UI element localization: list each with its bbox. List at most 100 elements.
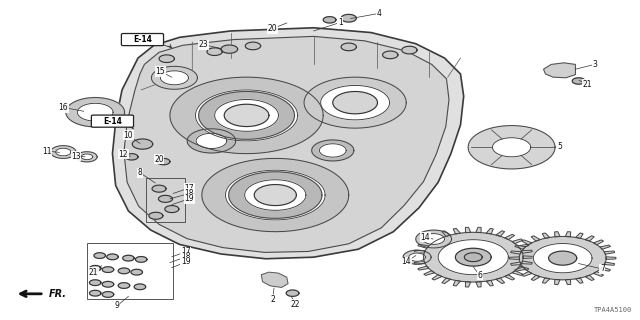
- Polygon shape: [414, 250, 425, 253]
- Polygon shape: [432, 234, 442, 240]
- Polygon shape: [225, 170, 325, 220]
- Polygon shape: [134, 284, 146, 290]
- Polygon shape: [575, 278, 583, 283]
- Text: 9: 9: [115, 301, 119, 310]
- Polygon shape: [90, 266, 101, 271]
- Polygon shape: [77, 103, 113, 121]
- Polygon shape: [341, 43, 356, 51]
- Polygon shape: [519, 236, 606, 280]
- Polygon shape: [261, 272, 288, 287]
- Polygon shape: [522, 240, 532, 245]
- Polygon shape: [600, 267, 611, 271]
- Text: 19: 19: [181, 258, 191, 267]
- Polygon shape: [102, 292, 114, 297]
- Polygon shape: [409, 253, 426, 261]
- Polygon shape: [486, 228, 493, 234]
- Polygon shape: [170, 77, 323, 154]
- Polygon shape: [341, 14, 356, 22]
- Polygon shape: [304, 77, 406, 128]
- Polygon shape: [572, 78, 585, 84]
- Polygon shape: [90, 290, 101, 296]
- Polygon shape: [159, 55, 174, 62]
- Polygon shape: [476, 227, 481, 233]
- Text: 11: 11: [42, 147, 51, 156]
- Text: 19: 19: [184, 194, 194, 204]
- Polygon shape: [512, 239, 523, 244]
- Polygon shape: [159, 196, 173, 202]
- Polygon shape: [518, 266, 529, 270]
- Polygon shape: [515, 267, 525, 271]
- Polygon shape: [152, 66, 197, 89]
- Text: 14: 14: [401, 258, 411, 267]
- Polygon shape: [600, 245, 611, 249]
- Text: 21: 21: [88, 268, 98, 277]
- Polygon shape: [565, 279, 571, 284]
- Polygon shape: [187, 129, 236, 153]
- Text: 17: 17: [184, 184, 194, 193]
- Polygon shape: [56, 148, 71, 156]
- Polygon shape: [496, 231, 505, 236]
- Polygon shape: [403, 250, 431, 264]
- Text: 20: 20: [268, 24, 277, 33]
- Text: TPA4A5100: TPA4A5100: [593, 307, 632, 313]
- Polygon shape: [66, 98, 125, 127]
- Polygon shape: [531, 275, 540, 280]
- Text: 1: 1: [338, 18, 343, 27]
- Polygon shape: [149, 212, 163, 219]
- Polygon shape: [196, 133, 227, 148]
- Polygon shape: [453, 280, 460, 286]
- Text: 21: 21: [582, 80, 592, 89]
- Polygon shape: [107, 254, 118, 260]
- Text: 15: 15: [156, 67, 165, 76]
- Polygon shape: [424, 239, 435, 244]
- Polygon shape: [214, 100, 278, 131]
- Polygon shape: [113, 28, 464, 259]
- Polygon shape: [593, 271, 604, 276]
- Text: 14: 14: [420, 233, 430, 242]
- Polygon shape: [254, 185, 296, 205]
- Polygon shape: [509, 257, 519, 260]
- Polygon shape: [94, 253, 106, 259]
- Polygon shape: [90, 280, 101, 285]
- Text: 10: 10: [124, 131, 133, 140]
- Polygon shape: [383, 51, 398, 59]
- Polygon shape: [432, 275, 442, 280]
- Polygon shape: [423, 234, 445, 244]
- Polygon shape: [207, 48, 222, 55]
- Polygon shape: [604, 262, 615, 265]
- Polygon shape: [465, 253, 482, 262]
- Polygon shape: [523, 256, 533, 259]
- Polygon shape: [319, 144, 346, 157]
- Text: 20: 20: [154, 155, 164, 164]
- Text: 23: 23: [199, 40, 209, 49]
- Polygon shape: [468, 125, 555, 169]
- Polygon shape: [131, 269, 143, 275]
- Polygon shape: [321, 85, 390, 120]
- Polygon shape: [442, 231, 451, 236]
- Polygon shape: [157, 158, 170, 165]
- Polygon shape: [418, 266, 429, 270]
- Bar: [147, 178, 184, 222]
- Polygon shape: [125, 154, 138, 160]
- Text: 6: 6: [477, 271, 482, 280]
- Polygon shape: [152, 185, 166, 192]
- Polygon shape: [124, 36, 449, 252]
- Polygon shape: [198, 92, 294, 139]
- Polygon shape: [522, 271, 532, 276]
- Polygon shape: [585, 275, 594, 280]
- Polygon shape: [438, 240, 508, 275]
- Polygon shape: [543, 63, 575, 78]
- Polygon shape: [542, 233, 550, 238]
- Text: FR.: FR.: [49, 290, 67, 300]
- Polygon shape: [312, 140, 354, 161]
- Polygon shape: [548, 251, 577, 265]
- Polygon shape: [512, 271, 523, 276]
- Polygon shape: [442, 278, 451, 284]
- Polygon shape: [333, 92, 378, 114]
- Text: 4: 4: [376, 9, 381, 18]
- Polygon shape: [486, 280, 493, 286]
- Polygon shape: [504, 275, 515, 280]
- Polygon shape: [465, 227, 470, 233]
- Polygon shape: [418, 244, 429, 248]
- Text: 16: 16: [58, 103, 68, 112]
